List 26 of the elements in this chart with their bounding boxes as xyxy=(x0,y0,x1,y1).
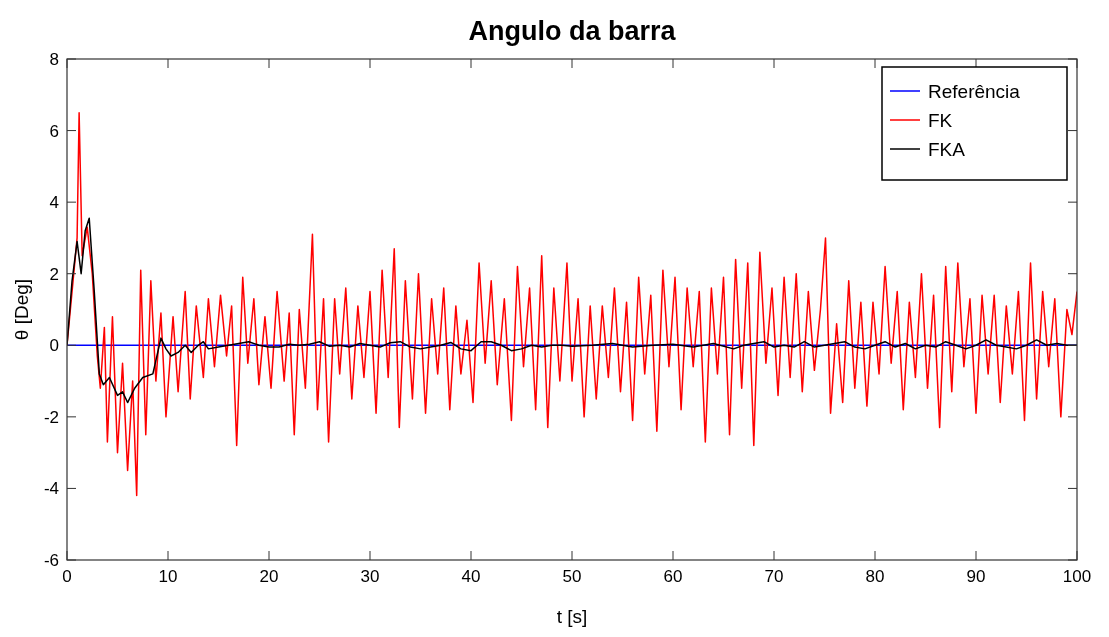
y-tick-label: 0 xyxy=(49,336,59,356)
legend-label: Referência xyxy=(928,81,1021,102)
y-tick-label: 4 xyxy=(49,193,59,213)
legend-label: FK xyxy=(928,110,953,131)
x-tick-label: 80 xyxy=(865,567,885,586)
x-tick-label: 30 xyxy=(360,567,380,586)
x-tick-label: 90 xyxy=(966,567,986,586)
x-tick-label: 10 xyxy=(158,567,178,586)
y-tick-label: 6 xyxy=(49,121,59,141)
x-tick-label: 60 xyxy=(663,567,683,586)
x-axis-title: t [s] xyxy=(556,606,588,627)
line-series xyxy=(67,111,1077,497)
y-tick-label: 2 xyxy=(49,264,59,284)
chart-title: Angulo da barra xyxy=(468,16,677,46)
y-tick-label: -6 xyxy=(43,551,59,570)
x-tick-label: 50 xyxy=(562,567,582,586)
x-tick-label: 0 xyxy=(62,567,72,586)
legend-label: FKA xyxy=(928,139,966,160)
x-tick-label: 70 xyxy=(764,567,784,586)
y-tick-label: 8 xyxy=(49,50,59,69)
y-tick-label: -4 xyxy=(43,479,59,499)
x-tick-label: 20 xyxy=(259,567,279,586)
y-tick-label: -2 xyxy=(43,407,59,427)
x-tick-label: 40 xyxy=(461,567,481,586)
y-axis-title: θ [Deg] xyxy=(11,278,32,341)
x-tick-label: 100 xyxy=(1062,567,1092,586)
